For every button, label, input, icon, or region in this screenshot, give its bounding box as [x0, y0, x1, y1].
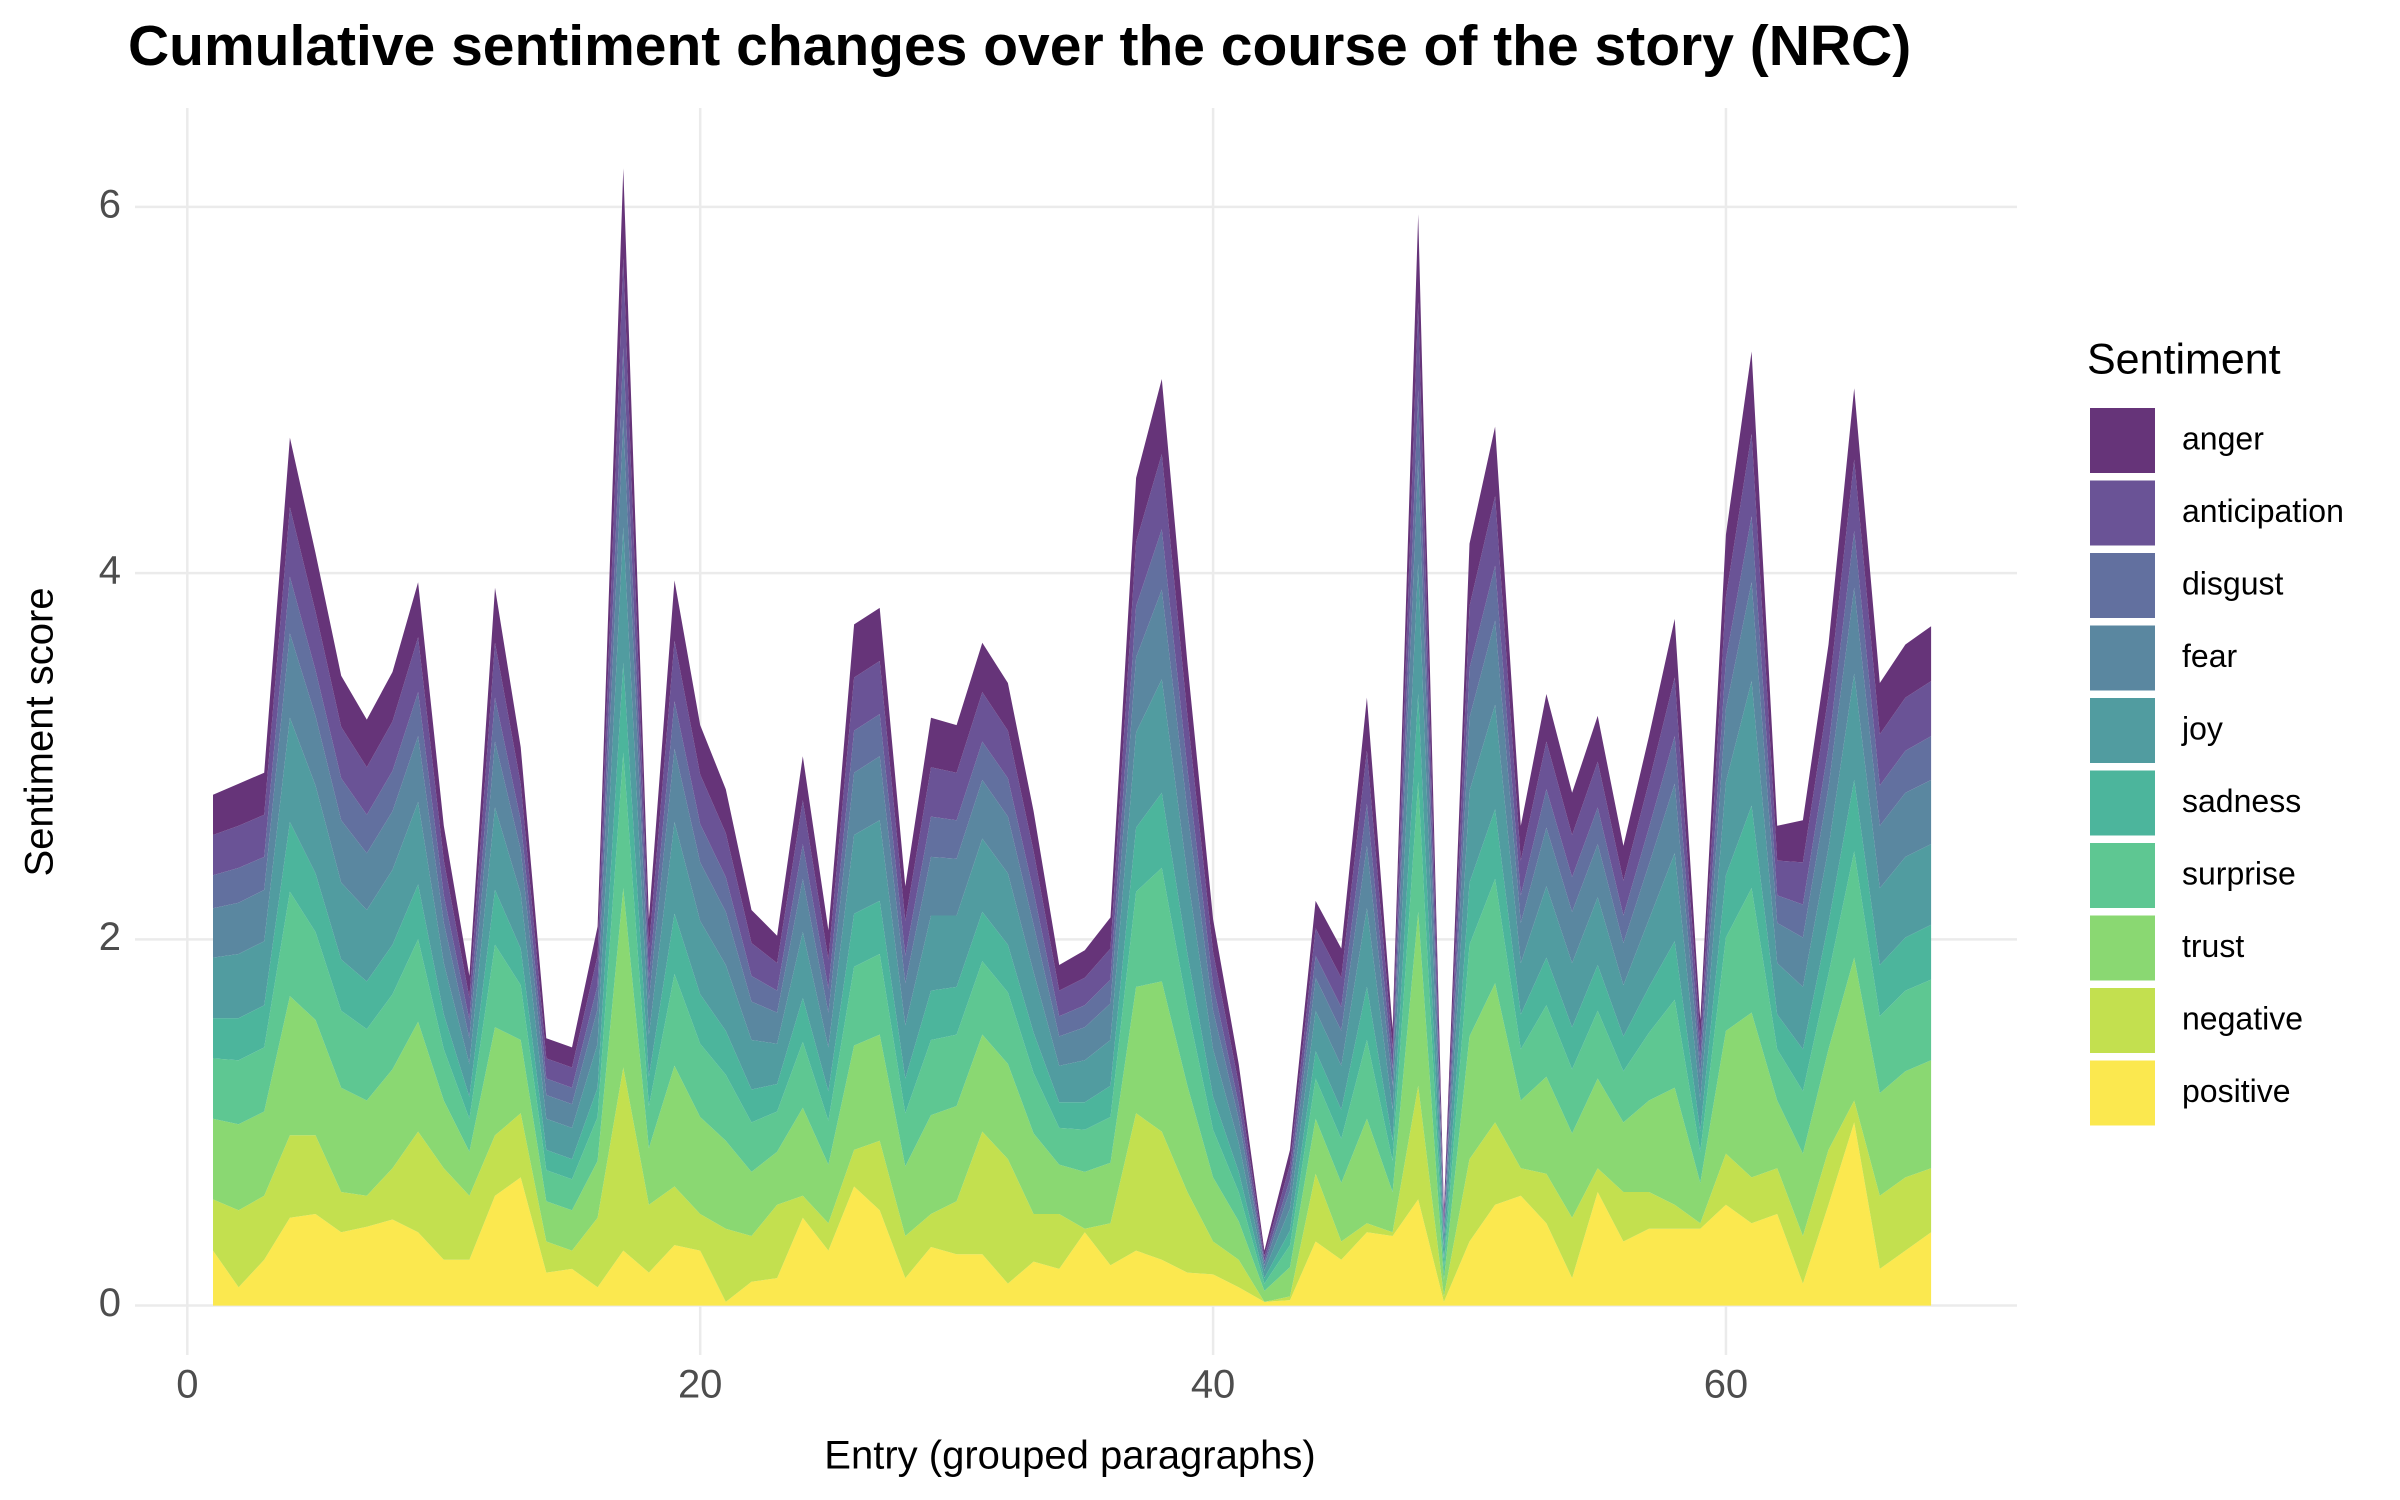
legend-label: positive: [2182, 1073, 2291, 1109]
y-tick-label: 4: [99, 549, 121, 593]
y-tick-label: 0: [99, 1281, 121, 1325]
y-tick-label: 6: [99, 182, 121, 226]
x-tick-label: 40: [1191, 1363, 1236, 1407]
legend-swatch: [2090, 553, 2155, 618]
legend-swatch: [2090, 480, 2155, 546]
legend-label: anger: [2182, 420, 2264, 456]
chart-title: Cumulative sentiment changes over the co…: [128, 14, 1911, 78]
legend-label: disgust: [2182, 565, 2284, 601]
legend-swatch: [2090, 625, 2155, 691]
legend-label: joy: [2181, 710, 2223, 746]
areas: [213, 168, 1932, 1306]
legend-swatch: [2090, 408, 2155, 473]
legend-label: trust: [2182, 928, 2244, 964]
x-tick-label: 0: [176, 1363, 198, 1407]
legend-swatch: [2090, 988, 2155, 1053]
y-axis-title: Sentiment score: [18, 587, 62, 876]
area: [213, 1122, 1932, 1306]
y-tick-label: 2: [99, 915, 121, 959]
legend-swatch: [2090, 843, 2155, 908]
x-tick-label: 60: [1704, 1363, 1749, 1407]
legend-swatch: [2090, 770, 2155, 836]
legend-label: anticipation: [2182, 493, 2344, 529]
x-axis-title: Entry (grouped paragraphs): [824, 1434, 1315, 1478]
legend-label: surprise: [2182, 855, 2296, 891]
legend-label: fear: [2182, 638, 2237, 674]
legend-swatch: [2090, 1060, 2155, 1126]
legend-label: negative: [2182, 1000, 2303, 1036]
legend-label: sadness: [2182, 783, 2301, 819]
area: [213, 888, 1932, 1302]
legend: anger anticipation disgust fear joy sadness su…: [2090, 408, 2344, 1126]
legend-swatch: [2090, 915, 2155, 981]
legend-title: Sentiment: [2087, 335, 2281, 383]
x-tick-label: 20: [678, 1363, 723, 1407]
area: [213, 1067, 1932, 1302]
legend-swatch: [2090, 698, 2155, 763]
